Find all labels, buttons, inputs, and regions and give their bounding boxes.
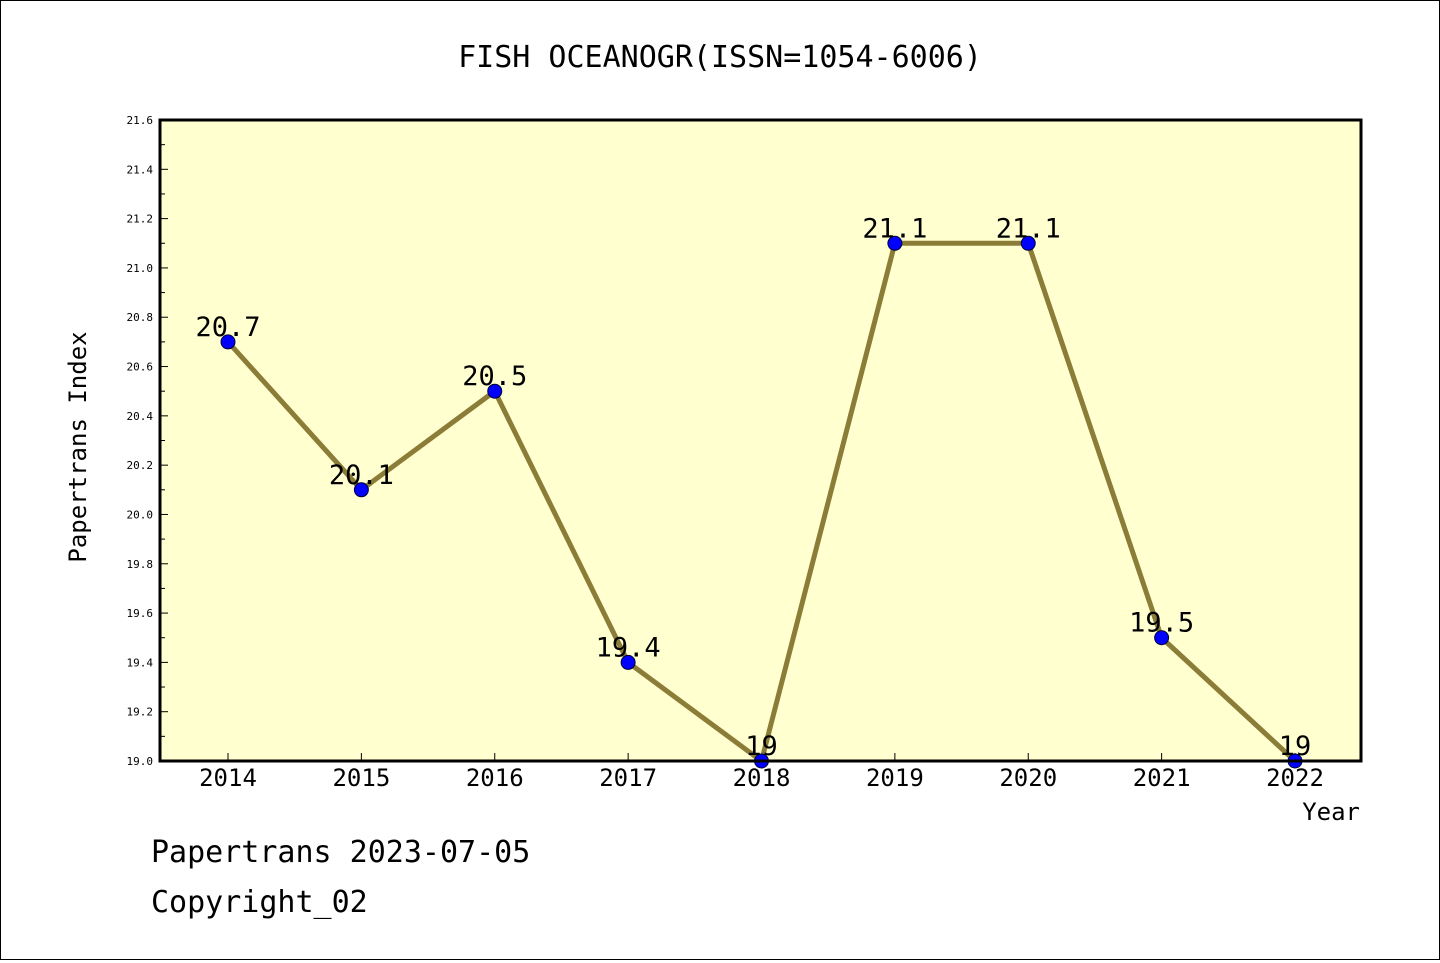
x-tick-label: 2021 bbox=[1133, 764, 1191, 792]
plot-area bbox=[160, 120, 1361, 761]
y-tick-label: 19.6 bbox=[127, 607, 154, 620]
data-label: 19.5 bbox=[1129, 608, 1194, 639]
x-tick-label: 2019 bbox=[866, 764, 924, 792]
y-tick-label: 19.0 bbox=[127, 755, 154, 768]
x-tick-label: 2017 bbox=[599, 764, 657, 792]
data-label-layer: 20.7 20.1 20.5 19.4 19 21.1 21.1 19.5 19 bbox=[195, 213, 1311, 762]
y-axis-ticks: 19.0 19.2 19.4 19.6 19.8 20.0 20.2 20.4 20.6 20.8… bbox=[127, 114, 168, 768]
data-label: 21.1 bbox=[996, 213, 1061, 244]
y-tick-label: 19.8 bbox=[127, 558, 154, 571]
x-axis-label: Year bbox=[1302, 798, 1360, 826]
y-tick-label: 19.2 bbox=[127, 706, 154, 719]
x-tick-label: 2022 bbox=[1266, 764, 1324, 792]
y-tick-label: 21.0 bbox=[127, 262, 154, 275]
y-tick-label: 21.6 bbox=[127, 114, 154, 127]
x-tick-label: 2016 bbox=[466, 764, 524, 792]
data-point bbox=[220, 334, 236, 350]
data-point bbox=[487, 383, 503, 399]
chart-title: FISH OCEANOGR(ISSN=1054-6006) bbox=[458, 40, 982, 75]
y-axis-label: Papertrans Index bbox=[64, 331, 92, 562]
plot-frame bbox=[158, 118, 1363, 763]
footer-date: Papertrans 2023-07-05 bbox=[151, 835, 531, 870]
data-point bbox=[1020, 235, 1036, 251]
x-tick-label: 2020 bbox=[999, 764, 1057, 792]
y-tick-label: 21.2 bbox=[127, 213, 154, 226]
x-tick-label: 2014 bbox=[199, 764, 257, 792]
data-point bbox=[1154, 630, 1170, 646]
data-label: 19 bbox=[745, 731, 778, 762]
data-label: 21.1 bbox=[862, 213, 927, 244]
data-label: 20.5 bbox=[462, 361, 527, 392]
y-tick-label: 20.2 bbox=[127, 459, 154, 472]
x-tick-label: 2018 bbox=[733, 764, 791, 792]
data-label: 19 bbox=[1279, 731, 1312, 762]
marker-layer bbox=[220, 235, 1303, 769]
y-tick-label: 21.4 bbox=[127, 163, 154, 176]
data-point bbox=[353, 482, 369, 498]
data-point bbox=[887, 235, 903, 251]
data-label: 20.7 bbox=[195, 312, 260, 343]
y-tick-label: 20.8 bbox=[127, 311, 154, 324]
y-tick-label: 20.0 bbox=[127, 508, 154, 521]
x-tick-label: 2015 bbox=[332, 764, 390, 792]
footer-copyright: Copyright_02 bbox=[151, 885, 368, 920]
data-label: 19.4 bbox=[596, 632, 661, 663]
y-tick-label: 20.4 bbox=[127, 410, 154, 423]
x-axis-ticks: 2014 2015 2016 2017 2018 2019 2020 2021 2022 bbox=[199, 753, 1324, 792]
data-label: 20.1 bbox=[329, 460, 394, 491]
y-tick-label: 20.6 bbox=[127, 361, 154, 374]
data-point bbox=[620, 654, 636, 670]
y-tick-label: 19.4 bbox=[127, 656, 154, 669]
